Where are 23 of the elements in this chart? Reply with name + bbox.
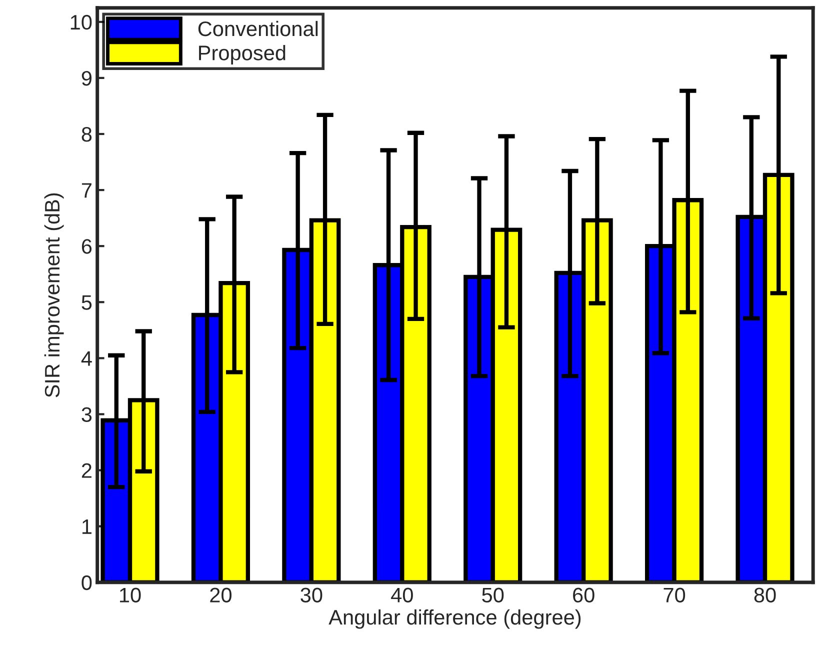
x-tick-label: 70 xyxy=(664,588,686,602)
y-tick-label: 8 xyxy=(82,126,92,142)
y-tick-label: 0 xyxy=(82,575,92,590)
x-tick-label: 60 xyxy=(573,588,594,602)
x-tick-label: 20 xyxy=(210,588,232,602)
x-tick-label: 40 xyxy=(391,588,413,602)
y-tick-label: 7 xyxy=(82,183,92,198)
y-tick-label: 2 xyxy=(82,463,92,478)
y-tick-label: 6 xyxy=(82,239,92,254)
y-tick-label: 1 xyxy=(82,520,92,534)
y-tick-label: 4 xyxy=(81,351,92,366)
y-axis-title: SIR improvement (dB) xyxy=(44,193,64,398)
y-tick-label: 10 xyxy=(70,14,92,30)
y-tick-label: 9 xyxy=(82,70,92,86)
y-tick-label: 3 xyxy=(82,407,92,422)
x-tick-label: 10 xyxy=(120,588,141,602)
x-tick-label: 80 xyxy=(754,588,776,602)
x-tick-label: 50 xyxy=(482,588,504,602)
x-axis-title: Angular difference (degree) xyxy=(328,609,581,629)
legend-label: Conventional xyxy=(198,20,318,36)
x-tick-label: 30 xyxy=(300,588,322,602)
legend-label: Proposed xyxy=(199,45,286,64)
y-tick-label: 5 xyxy=(82,295,92,310)
